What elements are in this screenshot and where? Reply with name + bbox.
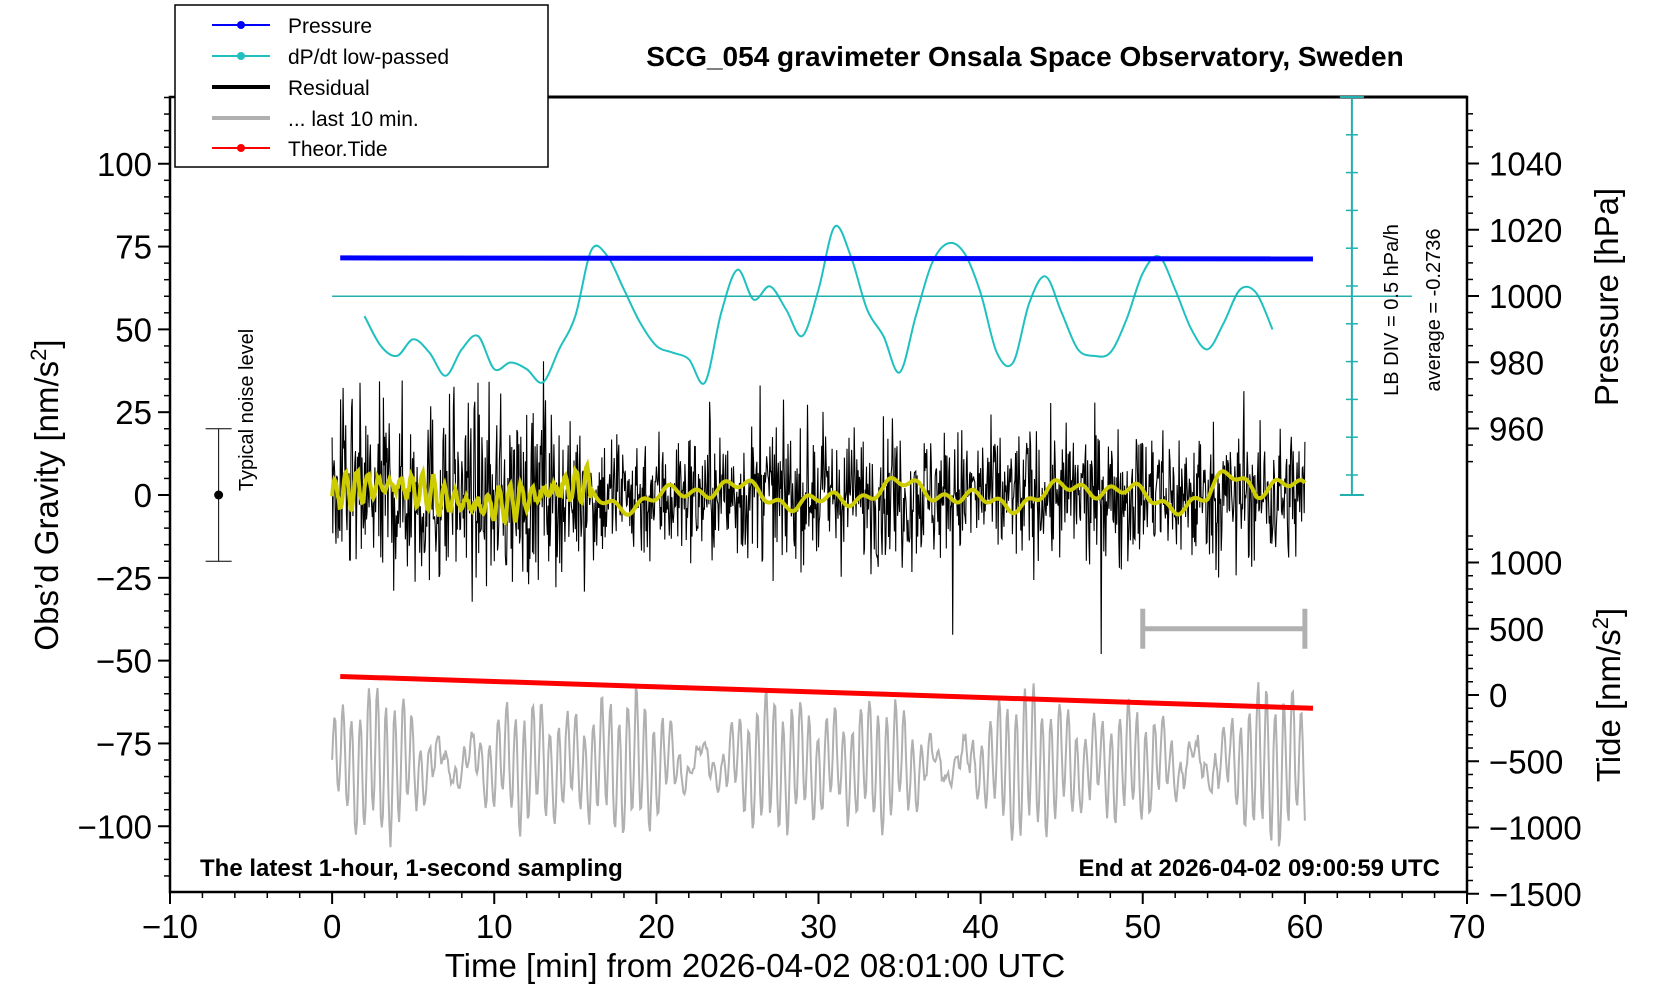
x-tick-label: 20 xyxy=(638,908,675,945)
data-layer xyxy=(330,224,1314,848)
x-tick-label: 50 xyxy=(1124,908,1161,945)
pressure-tick-label: 1020 xyxy=(1489,212,1562,249)
axes-layer: −10 0 10 20 30 40 50 60 701007550250−25−50−75−10… xyxy=(78,96,1582,945)
legend-label-dpdt: dP/dt low-passed xyxy=(288,46,449,69)
last-10-min-trace xyxy=(331,682,1306,848)
x-axis-label: Time [min] from 2026-04-02 08:01:00 UTC xyxy=(445,947,1066,984)
y-axis-left-label: Obs’d Gravity [nm/s2] xyxy=(26,339,65,650)
x-tick-label: 60 xyxy=(1287,908,1324,945)
tide-tick-label: 1000 xyxy=(1489,545,1562,582)
y-left-tick-label: −25 xyxy=(96,560,152,597)
pressure-tick-label: 1040 xyxy=(1489,146,1562,183)
y-axis-pressure-label: Pressure [hPa] xyxy=(1588,188,1625,406)
legend: Pressure dP/dt low-passed Residual ... l… xyxy=(174,4,549,168)
pressure-line xyxy=(340,255,1313,262)
dpdt-trace xyxy=(363,224,1274,385)
y-left-tick-label: 75 xyxy=(115,229,152,266)
legend-marker-tide xyxy=(237,144,245,152)
tide-tick-label: −500 xyxy=(1489,743,1563,780)
legend-label-tide: Theor.Tide xyxy=(288,138,388,161)
x-tick-label: −10 xyxy=(142,908,198,945)
noise-level-label: Typical noise level xyxy=(236,329,258,491)
footer-right-text: End at 2026-04-02 09:00:59 UTC xyxy=(1079,855,1441,882)
reference-layer xyxy=(205,96,1412,562)
pressure-tick-label: 960 xyxy=(1489,411,1544,448)
footer-left-text: The latest 1-hour, 1-second sampling xyxy=(200,855,623,882)
y-left-tick-label: 0 xyxy=(134,477,152,514)
x-tick-label: 0 xyxy=(323,908,341,945)
legend-label-last10: ... last 10 min. xyxy=(288,108,419,131)
y-left-tick-label: −50 xyxy=(96,643,152,680)
y-axis-tide-label: Tide [nm/s2] xyxy=(1588,608,1627,782)
chart-title: SCG_054 gravimeter Onsala Space Observat… xyxy=(646,41,1403,72)
x-tick-label: 30 xyxy=(800,908,837,945)
legend-marker-pressure xyxy=(237,21,245,29)
pressure-tick-label: 980 xyxy=(1489,344,1544,381)
y-left-tick-label: 100 xyxy=(97,146,152,183)
residual-smoothed-trace xyxy=(330,458,1307,527)
tide-tick-label: −1000 xyxy=(1489,810,1582,847)
legend-label-residual: Residual xyxy=(288,77,370,100)
x-tick-label: 40 xyxy=(962,908,999,945)
y-left-tick-label: 25 xyxy=(115,394,152,431)
theor-tide-line xyxy=(340,673,1314,711)
noise-level-dot xyxy=(214,490,224,500)
tide-tick-label: −1500 xyxy=(1489,876,1582,913)
legend-marker-dpdt xyxy=(237,52,245,60)
tide-tick-label: 0 xyxy=(1489,677,1507,714)
y-left-tick-label: −75 xyxy=(96,725,152,762)
tide-tick-label: 500 xyxy=(1489,611,1544,648)
dpdt-average-label: average = -0.2736 xyxy=(1423,229,1445,392)
legend-label-pressure: Pressure xyxy=(288,15,372,38)
dpdt-div-label: LB DIV = 0.5 hPa/h xyxy=(1381,224,1403,396)
residual-trace xyxy=(331,361,1306,655)
y-left-tick-label: 50 xyxy=(115,311,152,348)
x-tick-label: 70 xyxy=(1449,908,1486,945)
x-tick-label: 10 xyxy=(476,908,513,945)
pressure-tick-label: 1000 xyxy=(1489,278,1562,315)
y-left-tick-label: −100 xyxy=(78,808,152,845)
